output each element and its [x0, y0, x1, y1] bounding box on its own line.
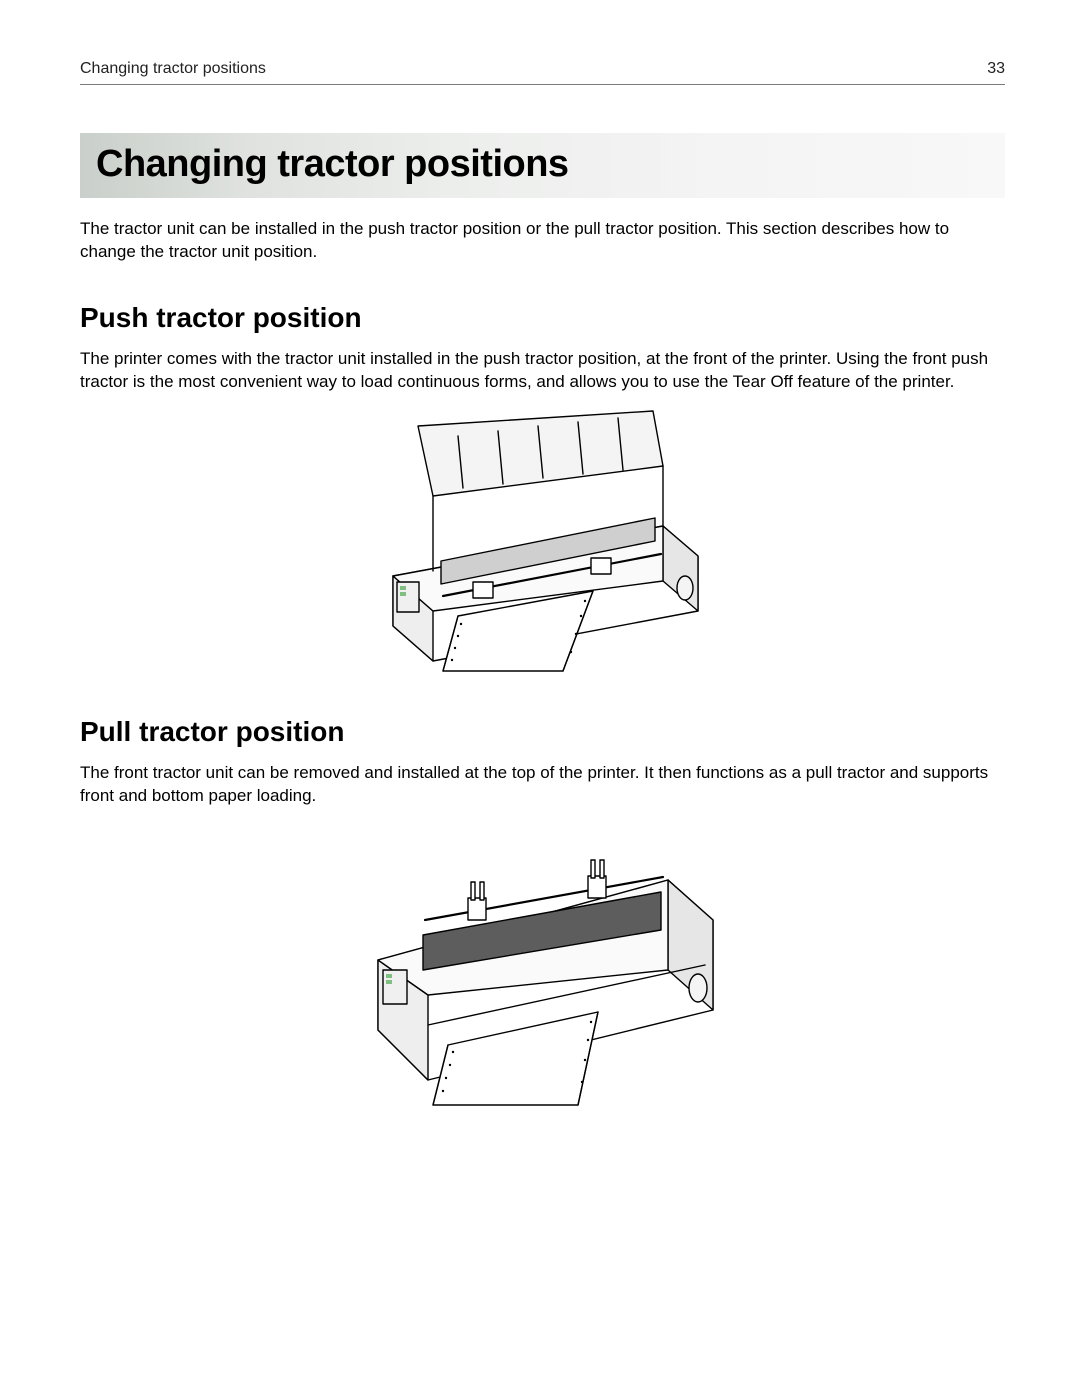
- document-page: Changing tractor positions 33 Changing t…: [0, 0, 1080, 1397]
- printer-push-illustration: [363, 406, 723, 676]
- section-heading-push: Push tractor position: [80, 302, 1005, 334]
- printer-pull-illustration: [353, 820, 733, 1110]
- page-number: 33: [987, 60, 1005, 78]
- title-banner: Changing tractor positions: [80, 133, 1005, 198]
- section-body-pull: The front tractor unit can be removed an…: [80, 762, 1005, 808]
- page-title: Changing tractor positions: [96, 143, 989, 186]
- figure-pull-tractor: [80, 820, 1005, 1110]
- intro-paragraph: The tractor unit can be installed in the…: [80, 218, 1005, 264]
- section-body-push: The printer comes with the tractor unit …: [80, 348, 1005, 394]
- figure-push-tractor: [80, 406, 1005, 676]
- section-heading-pull: Pull tractor position: [80, 716, 1005, 748]
- running-title: Changing tractor positions: [80, 60, 266, 78]
- running-header: Changing tractor positions 33: [80, 60, 1005, 85]
